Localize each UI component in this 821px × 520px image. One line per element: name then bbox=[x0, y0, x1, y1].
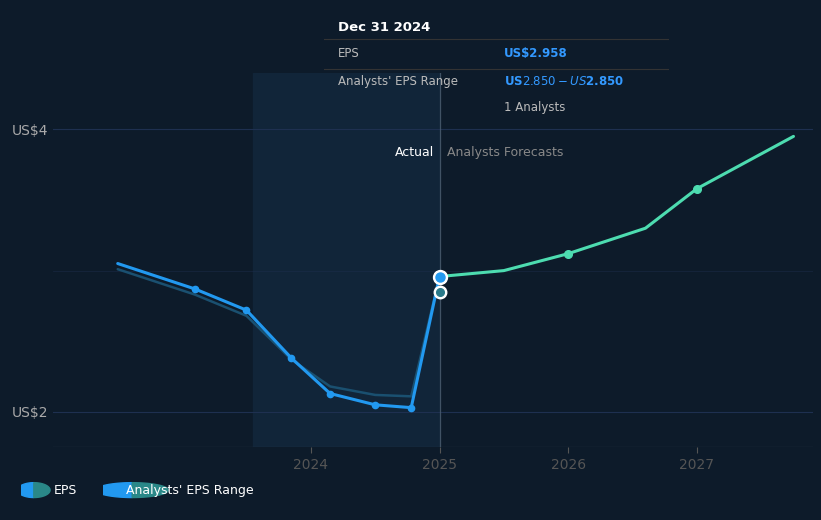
Polygon shape bbox=[17, 483, 34, 498]
Text: Actual: Actual bbox=[395, 146, 434, 159]
Text: 1 Analysts: 1 Analysts bbox=[503, 100, 565, 113]
Text: Analysts Forecasts: Analysts Forecasts bbox=[447, 146, 563, 159]
Text: Dec 31 2024: Dec 31 2024 bbox=[338, 21, 430, 34]
Text: EPS: EPS bbox=[338, 47, 360, 60]
Text: EPS: EPS bbox=[54, 484, 77, 497]
Bar bbox=[253, 73, 439, 447]
Text: US$2.958: US$2.958 bbox=[503, 47, 567, 60]
Text: Analysts' EPS Range: Analysts' EPS Range bbox=[126, 484, 253, 497]
Polygon shape bbox=[96, 483, 132, 498]
Text: Analysts' EPS Range: Analysts' EPS Range bbox=[338, 75, 458, 88]
Polygon shape bbox=[34, 483, 50, 498]
Polygon shape bbox=[132, 483, 168, 498]
Text: US$2.850 - US$2.850: US$2.850 - US$2.850 bbox=[503, 75, 624, 88]
